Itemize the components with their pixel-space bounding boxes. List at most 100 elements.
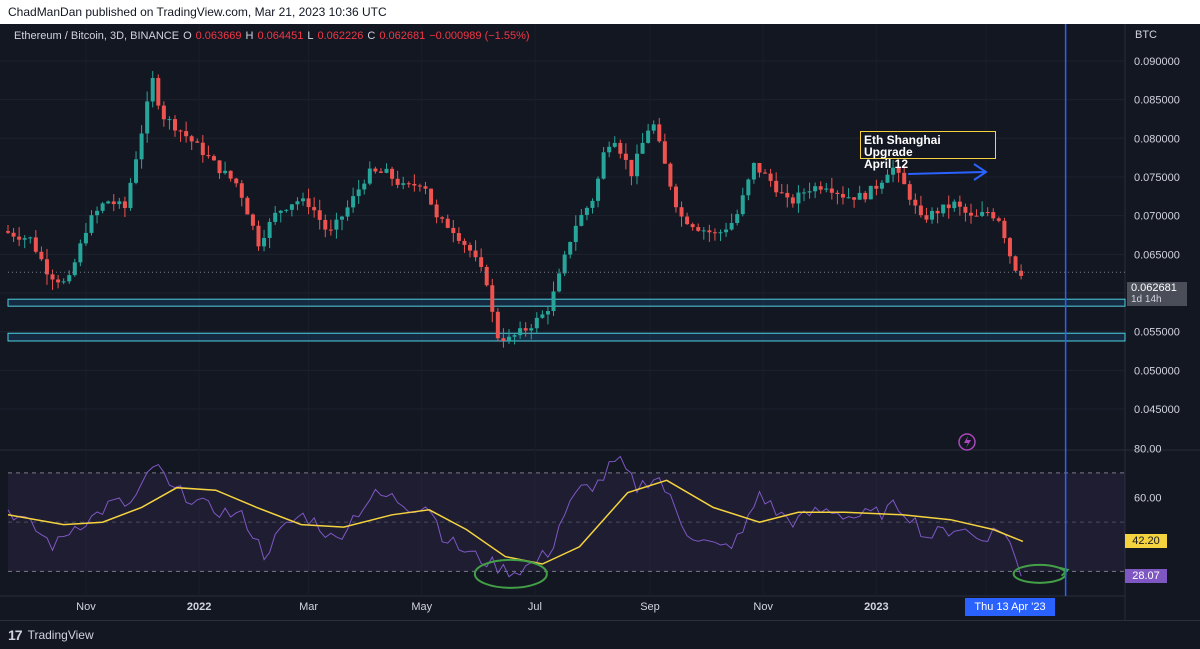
candle-body bbox=[751, 162, 756, 180]
candle-body bbox=[412, 183, 417, 186]
candle-body bbox=[540, 314, 545, 318]
candle-body bbox=[907, 184, 912, 200]
candle-body bbox=[284, 209, 289, 211]
candle-body bbox=[61, 281, 66, 283]
candle-body bbox=[724, 229, 729, 233]
candle-body bbox=[629, 159, 634, 177]
candle-body bbox=[891, 167, 896, 175]
vertical-marker-date-tag: Thu 13 Apr '23 bbox=[965, 598, 1055, 616]
time-tick-label: Nov bbox=[753, 601, 773, 613]
candle-body bbox=[334, 219, 339, 230]
candle-body bbox=[17, 236, 22, 240]
candle-body bbox=[774, 180, 779, 193]
candle-body bbox=[746, 179, 751, 196]
time-tick-label: Nov bbox=[76, 601, 96, 613]
candle-body bbox=[33, 237, 38, 252]
candle-body bbox=[573, 225, 578, 243]
last-price-tag: 0.062681 1d 14h bbox=[1127, 282, 1187, 306]
candle-body bbox=[635, 153, 640, 177]
candle-body bbox=[707, 230, 712, 233]
candle-body bbox=[863, 192, 868, 200]
shanghai-annotation[interactable]: Eth Shanghai Upgrade April 12 bbox=[860, 131, 996, 170]
candle-body bbox=[980, 212, 985, 216]
candle-body bbox=[974, 215, 979, 217]
candle-body bbox=[134, 159, 139, 183]
candle-body bbox=[640, 142, 645, 154]
candle-body bbox=[323, 219, 328, 230]
candle-body bbox=[963, 206, 968, 213]
candle-body bbox=[401, 183, 406, 185]
candle-body bbox=[239, 183, 244, 198]
candle-body bbox=[662, 141, 667, 164]
candle-body bbox=[150, 77, 155, 102]
shanghai-arrow-shaft bbox=[907, 171, 985, 175]
time-tick-label: May bbox=[411, 601, 432, 613]
candle-body bbox=[568, 242, 573, 255]
footer-bar: 17 TradingView bbox=[0, 620, 1200, 649]
candle-body bbox=[484, 266, 489, 286]
candle-body bbox=[523, 328, 528, 331]
candle-body bbox=[935, 210, 940, 214]
candle-body bbox=[178, 130, 183, 132]
candle-body bbox=[89, 215, 94, 233]
candle-body bbox=[378, 171, 383, 173]
candle-body bbox=[506, 336, 511, 341]
candle-body bbox=[846, 197, 851, 199]
candle-body bbox=[351, 196, 356, 208]
candle-body bbox=[128, 182, 133, 208]
candle-body bbox=[696, 227, 701, 231]
price-tick-label: 0.075000 bbox=[1134, 172, 1180, 184]
candle-body bbox=[22, 238, 27, 240]
candle-body bbox=[6, 231, 10, 233]
candle-body bbox=[512, 335, 517, 337]
candle-body bbox=[657, 124, 662, 142]
close-value: 0.062681 bbox=[379, 30, 426, 42]
candle-body bbox=[339, 216, 344, 220]
candle-body bbox=[596, 178, 601, 201]
candle-body bbox=[106, 201, 111, 204]
oversold-circle-2023-arrow bbox=[1059, 566, 1070, 577]
candle-body bbox=[100, 203, 105, 211]
high-label: H bbox=[245, 30, 254, 42]
candle-body bbox=[490, 285, 495, 312]
candle-body bbox=[534, 317, 539, 329]
candle-body bbox=[262, 238, 267, 247]
candle-body bbox=[1002, 220, 1007, 239]
candle-body bbox=[991, 212, 996, 219]
candle-body bbox=[423, 186, 428, 189]
candle-body bbox=[429, 188, 434, 205]
candle-body bbox=[924, 215, 929, 220]
price-tick-label: 0.085000 bbox=[1134, 95, 1180, 107]
candle-body bbox=[373, 168, 378, 172]
candle-body bbox=[941, 204, 946, 214]
candle-body bbox=[395, 178, 400, 185]
candle-body bbox=[579, 214, 584, 226]
candle-body bbox=[590, 200, 595, 208]
tradingview-brand[interactable]: 17 TradingView bbox=[8, 627, 94, 643]
candle-body bbox=[562, 254, 567, 274]
candle-body bbox=[72, 262, 77, 276]
chart-canvas[interactable]: 0.090000 0.085000 0.080000 0.075000 0.070000… bbox=[0, 24, 1200, 620]
candle-body bbox=[328, 229, 333, 231]
candle-body bbox=[406, 183, 411, 185]
candle-body bbox=[740, 195, 745, 215]
candle-body bbox=[1013, 256, 1018, 271]
candle-body bbox=[646, 130, 651, 143]
candle-body bbox=[434, 204, 439, 218]
candle-body bbox=[278, 210, 283, 213]
candle-body bbox=[807, 191, 812, 193]
candle-body bbox=[584, 207, 589, 215]
symbol-name[interactable]: Ethereum / Bitcoin, 3D, BINANCE bbox=[14, 30, 180, 42]
candle-body bbox=[111, 201, 116, 205]
candle-body bbox=[802, 192, 807, 194]
open-label: O bbox=[183, 30, 192, 42]
candle-body bbox=[367, 168, 372, 184]
time-tick-label: 2022 bbox=[187, 601, 211, 613]
candle-body bbox=[312, 207, 317, 211]
candle-body bbox=[301, 198, 306, 202]
candle-body bbox=[868, 185, 873, 200]
candle-body bbox=[117, 201, 122, 205]
high-value: 0.064451 bbox=[257, 30, 304, 42]
candle-body bbox=[501, 338, 506, 341]
candle-body bbox=[824, 188, 829, 190]
